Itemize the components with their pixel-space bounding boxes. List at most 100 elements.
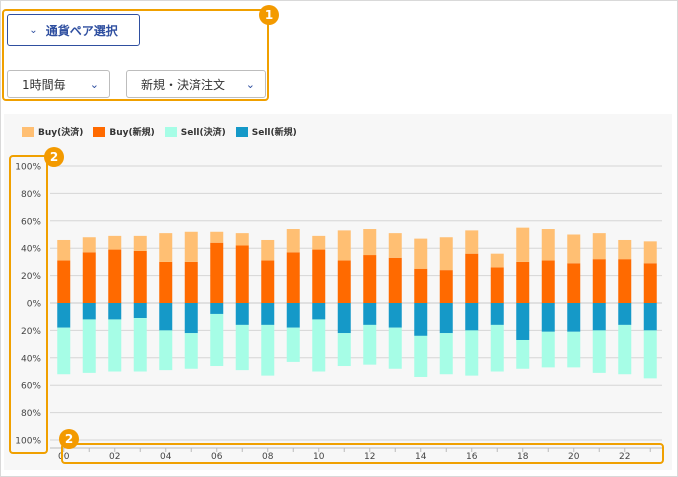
interval-select[interactable]: 1時間毎 ⌄ bbox=[7, 70, 110, 98]
legend-item: Sell(決済) bbox=[164, 125, 226, 138]
bar-segment bbox=[57, 239, 71, 261]
bar-segment bbox=[235, 303, 249, 325]
chevron-down-icon: ⌄ bbox=[89, 77, 99, 91]
order-type-select[interactable]: 新規・決済注文 ⌄ bbox=[126, 70, 266, 98]
bar-segment bbox=[643, 263, 657, 303]
bar-segment bbox=[159, 330, 173, 371]
bar-segment bbox=[490, 267, 504, 303]
x-tick-label: 10 bbox=[313, 452, 325, 462]
legend-item: Buy(新規) bbox=[93, 125, 155, 138]
bar-segment bbox=[567, 263, 581, 303]
bar-segment bbox=[618, 303, 632, 325]
legend-label: Sell(決済) bbox=[180, 128, 226, 138]
bar-segment bbox=[337, 230, 351, 261]
y-tick-label: 0% bbox=[27, 300, 42, 310]
bar-segment bbox=[363, 324, 377, 365]
bar-segment bbox=[133, 250, 147, 303]
x-tick-label: 22 bbox=[619, 452, 630, 462]
bar-segment bbox=[490, 253, 504, 268]
bar-segment bbox=[363, 303, 377, 325]
bar-segment bbox=[286, 252, 300, 303]
bar-segment bbox=[184, 261, 198, 303]
legend-item: Buy(決済) bbox=[22, 125, 83, 138]
bar-segment bbox=[592, 259, 606, 303]
bar-segment bbox=[286, 303, 300, 328]
bar-segment bbox=[82, 319, 96, 373]
bar-segment bbox=[618, 324, 632, 375]
bar-segment bbox=[82, 237, 96, 253]
bar-segment bbox=[210, 231, 224, 243]
legend-label: Sell(新規) bbox=[251, 128, 297, 138]
callout-badge-2: 2 bbox=[59, 429, 79, 449]
currency-pair-label: 通貨ペア選択 bbox=[45, 23, 118, 38]
bar-segment bbox=[465, 330, 479, 376]
bar-segment bbox=[490, 324, 504, 372]
bar-segment bbox=[414, 268, 428, 303]
bar-segment bbox=[184, 231, 198, 262]
x-axis-highlight bbox=[61, 443, 664, 464]
interval-value: 1時間毎 bbox=[22, 77, 66, 92]
bar-segment bbox=[465, 253, 479, 303]
bar-segment bbox=[439, 303, 453, 334]
chevron-down-icon: ⌄ bbox=[29, 24, 38, 36]
bar-segment bbox=[541, 229, 555, 261]
bar-segment bbox=[643, 303, 657, 331]
bar-segment bbox=[541, 331, 555, 368]
bar-segment bbox=[516, 227, 530, 262]
bar-segment bbox=[133, 318, 147, 372]
bar-segment bbox=[388, 257, 402, 303]
bar-segment bbox=[133, 303, 147, 319]
bar-segment bbox=[490, 303, 504, 325]
bar-segment bbox=[516, 303, 530, 340]
bar-segment bbox=[108, 319, 122, 372]
bar-segment bbox=[618, 239, 632, 260]
x-tick-label: 04 bbox=[160, 452, 172, 462]
legend-label: Buy(新規) bbox=[109, 128, 155, 138]
y-tick-label: 100% bbox=[15, 437, 41, 447]
bar-segment bbox=[643, 241, 657, 264]
bar-segment bbox=[337, 303, 351, 334]
controls-highlight bbox=[2, 9, 269, 101]
bar-segment bbox=[57, 327, 71, 375]
y-tick-label: 80% bbox=[21, 409, 41, 419]
chart-legend: Buy(決済) Buy(新規) Sell(決済) Sell(新規) bbox=[22, 125, 297, 138]
bar-segment bbox=[312, 319, 326, 372]
bar-segment bbox=[414, 238, 428, 269]
callout-badge-2: 2 bbox=[44, 147, 64, 167]
bar-segment bbox=[414, 335, 428, 377]
legend-swatch bbox=[93, 126, 106, 137]
currency-pair-button[interactable]: ⌄ 通貨ペア選択 bbox=[7, 14, 140, 46]
bar-segment bbox=[133, 235, 147, 251]
bar-segment bbox=[82, 252, 96, 303]
chevron-down-icon: ⌄ bbox=[245, 77, 255, 91]
y-tick-label: 60% bbox=[21, 382, 41, 392]
bar-segment bbox=[439, 333, 453, 375]
y-tick-label: 60% bbox=[21, 217, 41, 227]
bar-segment bbox=[235, 245, 249, 303]
x-tick-label: 16 bbox=[466, 452, 478, 462]
y-tick-label: 80% bbox=[21, 190, 41, 200]
bar-segment bbox=[414, 303, 428, 336]
bar-segment bbox=[567, 331, 581, 368]
bar-segment bbox=[516, 261, 530, 303]
bar-segment bbox=[388, 233, 402, 258]
bar-segment bbox=[261, 303, 275, 325]
bar-segment bbox=[388, 303, 402, 328]
y-tick-label: 20% bbox=[21, 327, 41, 337]
bar-segment bbox=[592, 303, 606, 331]
bar-segment bbox=[235, 233, 249, 246]
y-tick-label: 20% bbox=[21, 272, 41, 282]
bar-segment bbox=[618, 259, 632, 303]
bar-segment bbox=[235, 324, 249, 371]
bar-segment bbox=[82, 303, 96, 320]
bar-segment bbox=[592, 330, 606, 373]
bar-segment bbox=[465, 230, 479, 254]
bar-segment bbox=[286, 327, 300, 362]
bar-segment bbox=[184, 303, 198, 334]
bar-segment bbox=[312, 303, 326, 320]
y-tick-label: 40% bbox=[21, 245, 41, 255]
legend-swatch bbox=[22, 126, 34, 137]
bar-segment bbox=[57, 260, 71, 303]
bar-segment bbox=[337, 260, 351, 303]
